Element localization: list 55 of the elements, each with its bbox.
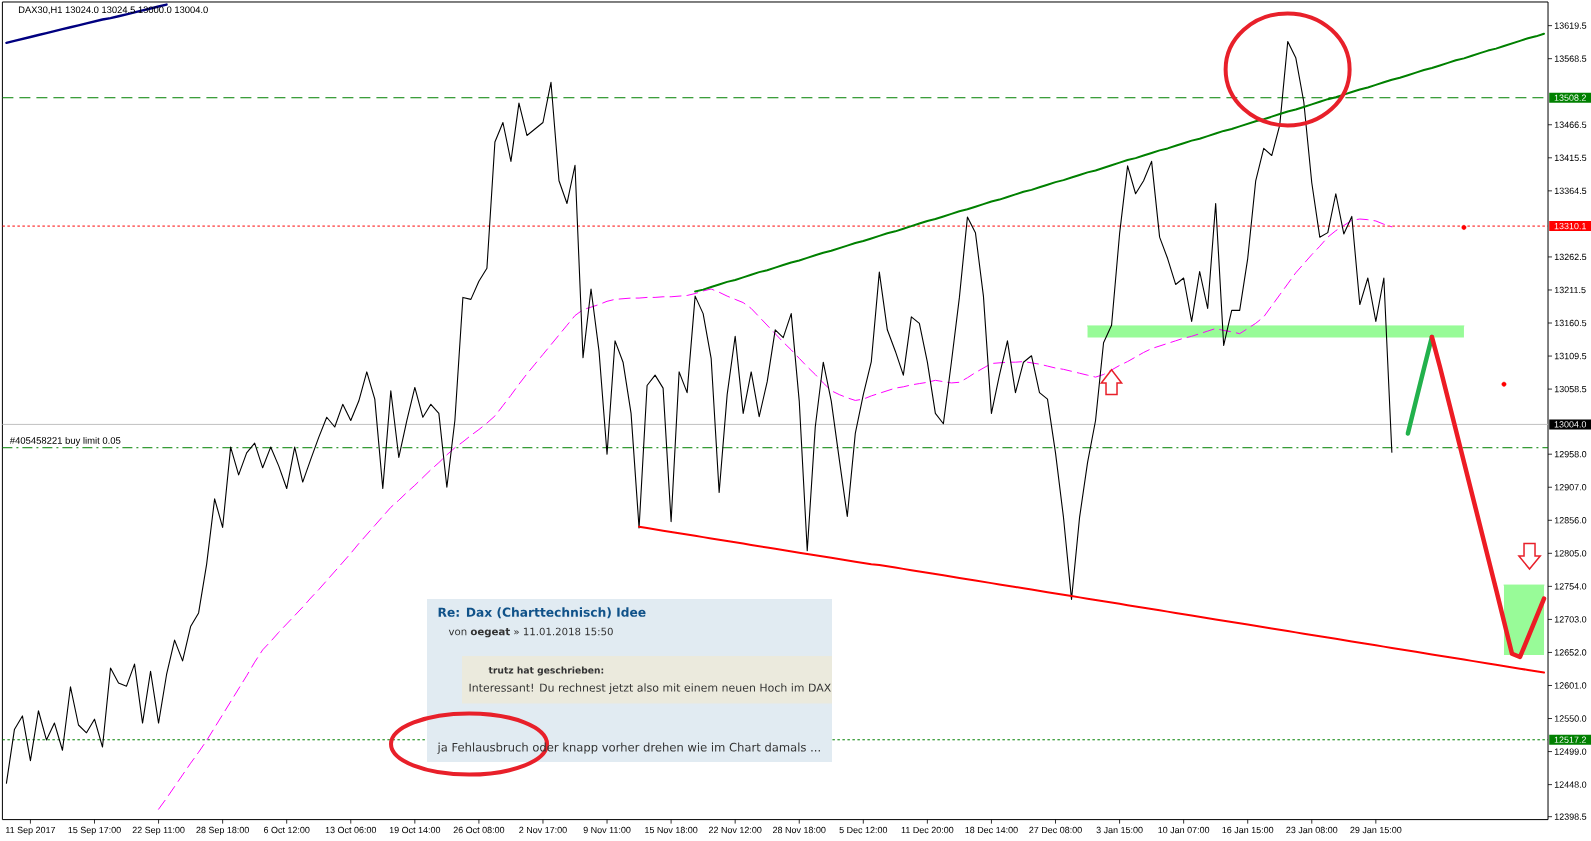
ref-line-label: 12517.2	[1554, 736, 1586, 743]
annotation: Interessant! Du rechnest jetzt also mit einem neuen Hoch im DAX	[469, 683, 831, 694]
x-tick-label: 9 Nov 11:00	[583, 826, 631, 834]
y-tick-label: 12499.0	[1554, 748, 1587, 755]
annotation: trutz hat geschrieben:	[488, 666, 604, 676]
y-tick-label: 13211.5	[1554, 286, 1586, 294]
x-tick-label: 23 Jan 08:00	[1286, 826, 1338, 834]
x-tick-label: 3 Jan 15:00	[1096, 826, 1143, 834]
y-tick-label: 12601.0	[1554, 682, 1587, 689]
ref-line-label: 13310.1	[1554, 222, 1586, 230]
y-tick-label: 12703.0	[1554, 616, 1587, 623]
x-tick-label: 10 Jan 07:00	[1158, 826, 1210, 834]
line-series	[1405, 334, 1435, 436]
y-tick-label: 13466.5	[1554, 121, 1587, 128]
y-tick-label: 12448.0	[1554, 781, 1587, 788]
y-tick-label: 13364.5	[1554, 187, 1587, 195]
annotation: Re: Dax (Charttechnisch) Idee	[438, 607, 646, 619]
x-tick-label: 16 Jan 15:00	[1222, 826, 1274, 834]
y-tick-label: 12958.0	[1554, 451, 1587, 458]
x-tick-label: 22 Sep 11:00	[132, 826, 185, 835]
ref-line-label: #405458221 buy limit 0.05	[9, 436, 121, 446]
x-tick-label: 5 Dec 12:00	[839, 826, 888, 834]
y-tick-label: 13415.5	[1554, 154, 1587, 161]
ref-line-label: 13508.2	[1554, 94, 1586, 101]
x-tick-label: 2 Nov 17:00	[519, 826, 567, 834]
y-tick-label: 12754.0	[1554, 583, 1587, 590]
y-tick-label: 13109.5	[1554, 352, 1587, 360]
line-series	[5, 40, 1393, 784]
y-tick-label: 12550.0	[1554, 715, 1587, 722]
y-tick-label: 13262.5	[1554, 253, 1587, 261]
y-tick-label: 12652.0	[1554, 649, 1587, 656]
y-tick-label: 12805.0	[1554, 550, 1587, 557]
x-tick-label: 15 Nov 18:00	[645, 826, 698, 834]
x-tick-label: 19 Oct 14:00	[389, 826, 441, 834]
x-tick-label: 11 Dec 20:00	[901, 826, 954, 834]
ref-line-label: 13004.0	[1554, 421, 1587, 428]
x-tick-label: 22 Nov 12:00	[708, 826, 762, 834]
x-tick-label: 27 Dec 08:00	[1029, 826, 1082, 834]
y-tick-label: 13058.5	[1554, 385, 1587, 393]
y-tick-label: 13619.5	[1554, 22, 1587, 29]
y-tick-label: 13568.5	[1554, 55, 1587, 62]
x-tick-label: 6 Oct 12:00	[263, 826, 310, 834]
annotation: von oegeat » 11.01.2018 15:50	[448, 627, 613, 638]
x-tick-label: 13 Oct 06:00	[325, 826, 377, 834]
x-tick-label: 15 Sep 17:00	[68, 826, 121, 835]
y-tick-label: 12856.0	[1554, 517, 1587, 524]
y-tick-label: 12398.5	[1554, 813, 1587, 820]
x-tick-label: 26 Oct 08:00	[453, 826, 505, 834]
y-tick-label: 12907.0	[1554, 484, 1587, 491]
x-tick-label: 28 Sep 18:00	[196, 826, 249, 835]
x-tick-label: 29 Jan 15:00	[1350, 826, 1402, 834]
x-tick-label: 28 Nov 18:00	[773, 826, 826, 834]
x-tick-label: 18 Dec 14:00	[965, 826, 1018, 834]
x-tick-label: 11 Sep 2017	[6, 826, 56, 835]
y-tick-label: 13160.5	[1554, 319, 1587, 327]
